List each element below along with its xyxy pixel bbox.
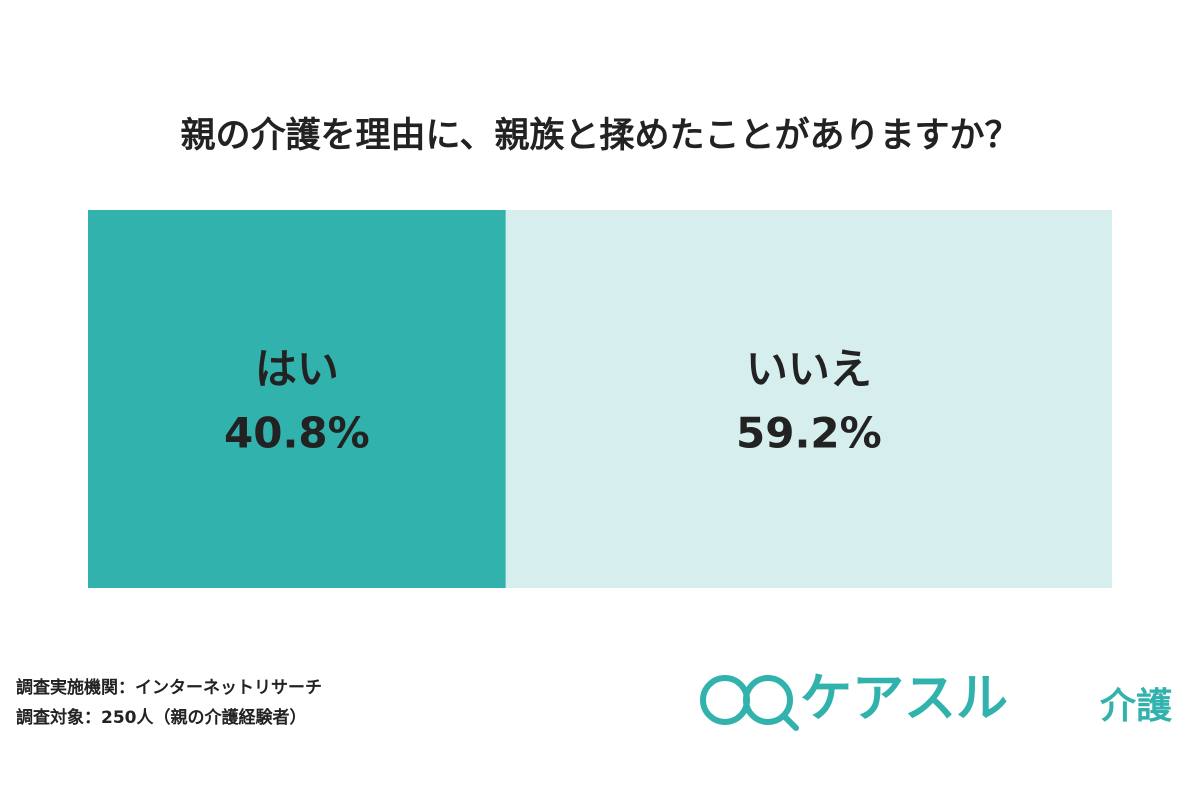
value-label: 40.8% (224, 409, 370, 458)
chart-title: 親の介護を理由に、親族と揉めたことがありますか？ (181, 116, 1020, 156)
sample-note: 調査対象：250人（親の介護経験者） (16, 707, 307, 728)
bar-segment (88, 210, 506, 588)
value-label: 59.2% (736, 409, 882, 458)
logo: ケアスル (800, 669, 1008, 729)
bar-segment (505, 210, 1112, 588)
logo-sub: 介護 (1100, 686, 1173, 727)
logo-icon (700, 675, 799, 731)
source-note: 調査実施機関：インターネットリサーチ (16, 677, 322, 698)
segment-label: いいえ (746, 345, 872, 394)
segment-label: はい (255, 345, 339, 394)
